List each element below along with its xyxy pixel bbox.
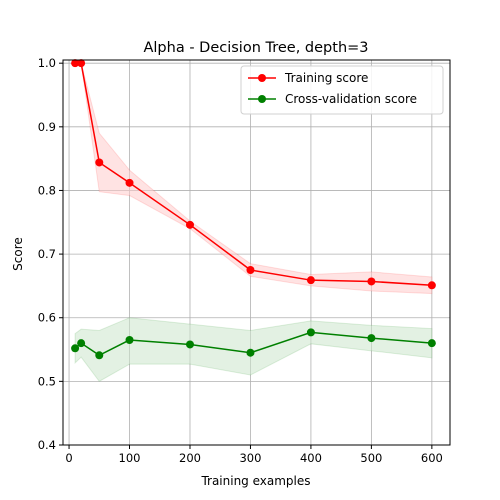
series-0-point-6	[306, 276, 315, 285]
legend-marker-training	[258, 74, 266, 82]
x-tick-label: 100	[119, 451, 141, 465]
series-1-point-1	[77, 339, 86, 348]
y-axis-label: Score	[11, 237, 25, 271]
x-tick-label: 600	[421, 451, 443, 465]
y-tick-label: 1.0	[38, 56, 56, 70]
series-0-point-0	[71, 59, 80, 68]
y-tick-label: 0.8	[38, 183, 56, 197]
series-1-point-7	[367, 334, 376, 343]
series-points	[71, 59, 436, 360]
legend-marker-cv	[258, 95, 266, 103]
x-tick-label: 400	[300, 451, 322, 465]
x-axis-label: Training examples	[200, 474, 310, 488]
legend: Training score Cross-validation score	[240, 65, 444, 115]
series-1-point-5	[246, 348, 255, 357]
series-0-point-8	[427, 281, 436, 290]
x-tick-label: 0	[65, 451, 72, 465]
x-tick-label: 300	[239, 451, 261, 465]
x-tick-label: 500	[360, 451, 382, 465]
legend-label-training: Training score	[284, 71, 368, 85]
y-tick-label: 0.9	[38, 120, 56, 134]
series-1-point-4	[185, 340, 194, 349]
y-tick-label: 0.6	[38, 311, 56, 325]
grid-lines	[63, 60, 450, 446]
x-axis-ticks: 0 100 200 300 400 500 600	[65, 445, 443, 465]
series-0-point-3	[125, 178, 134, 187]
series-1-point-0	[71, 344, 80, 353]
series-0-point-7	[367, 277, 376, 286]
y-tick-label: 0.4	[38, 438, 56, 452]
legend-label-cv: Cross-validation score	[285, 92, 417, 106]
x-tick-label: 200	[179, 451, 201, 465]
y-tick-label: 0.5	[38, 374, 56, 388]
plot-frame	[62, 59, 451, 446]
series-0-point-4	[185, 220, 194, 229]
series-band-1	[74, 317, 433, 383]
y-axis-ticks: 0.4 0.5 0.6 0.7 0.8 0.9 1.0	[38, 56, 63, 452]
series-0-point-2	[95, 158, 104, 167]
series-1-point-2	[95, 351, 104, 360]
series-1-point-3	[125, 336, 134, 344]
series-0-point-5	[246, 266, 255, 274]
series-1-point-8	[427, 339, 436, 348]
series-0-point-1	[77, 59, 86, 68]
chart-title: Alpha - Decision Tree, depth=3	[143, 40, 368, 56]
y-tick-label: 0.7	[38, 247, 56, 261]
legend-box	[240, 65, 444, 115]
series-1-point-6	[306, 328, 315, 337]
